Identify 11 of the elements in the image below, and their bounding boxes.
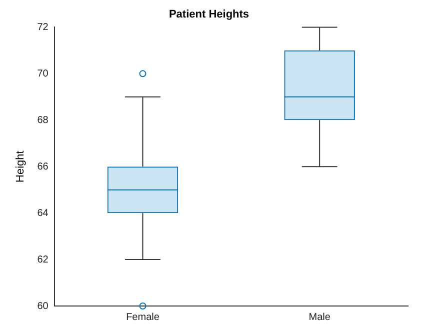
y-tick-label: 70: [37, 68, 49, 80]
y-tick-label: 72: [37, 22, 49, 33]
x-tick-label: Male: [308, 312, 331, 323]
x-tick-label: Female: [126, 312, 160, 323]
y-axis-title: Height: [14, 150, 27, 182]
y-tick-label: 62: [37, 254, 49, 266]
y-tick-label: 66: [37, 161, 49, 172]
y-tick-label: 68: [37, 114, 49, 126]
y-tick-label: 60: [37, 300, 49, 312]
chart-title: Patient Heights: [168, 8, 250, 21]
y-tick-label: 64: [37, 208, 49, 219]
